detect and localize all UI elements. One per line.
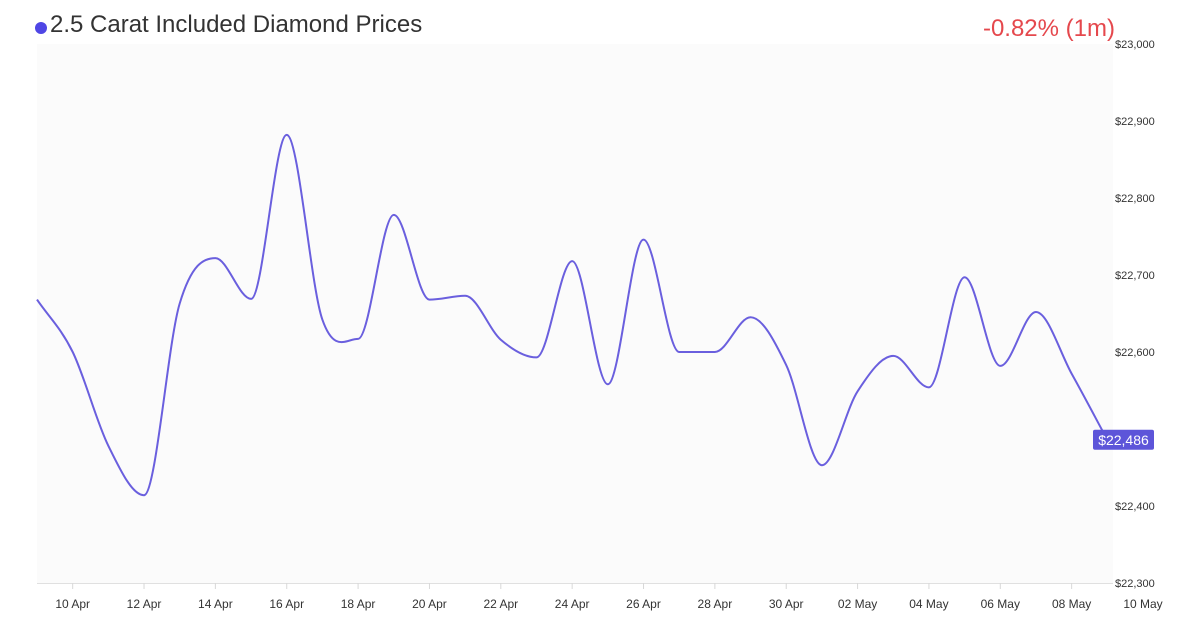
x-tick-label: 14 Apr xyxy=(198,597,233,611)
plot-area xyxy=(37,44,1113,583)
x-tick-label: 08 May xyxy=(1052,597,1091,611)
series-line-diamond-price xyxy=(36,133,1109,497)
y-tick-label: $22,300 xyxy=(1115,578,1155,590)
y-tick-label: $22,800 xyxy=(1115,193,1155,205)
y-tick-label: $23,000 xyxy=(1115,39,1155,51)
x-tick-label: 26 Apr xyxy=(626,597,661,611)
x-tick-label: 12 Apr xyxy=(127,597,162,611)
x-tick-label: 22 Apr xyxy=(483,597,518,611)
last-value-tag: $22,486 xyxy=(1093,429,1154,450)
x-tick-label: 24 Apr xyxy=(555,597,590,611)
x-tick-label: 20 Apr xyxy=(412,597,447,611)
x-tick-label: 28 Apr xyxy=(698,597,733,611)
x-tick-label: 16 Apr xyxy=(269,597,304,611)
x-tick-label: 04 May xyxy=(909,597,948,611)
price-change: -0.82% (1m) xyxy=(982,15,1115,42)
legend-dot xyxy=(35,22,47,34)
x-tick-label: 10 May xyxy=(1123,597,1162,611)
y-tick-label: $22,900 xyxy=(1115,116,1155,128)
x-axis: 10 Apr 12 Apr 14 Apr 16 Apr 18 Apr 20 Apr 22 A… xyxy=(55,583,1163,611)
x-tick-label: 30 Apr xyxy=(769,597,804,611)
x-tick-label: 10 Apr xyxy=(55,597,90,611)
x-tick-label: 06 May xyxy=(981,597,1020,611)
chart-title: 2.5 Carat Included Diamond Prices xyxy=(50,11,423,38)
y-tick-label: $22,600 xyxy=(1115,347,1155,359)
x-tick-label: 18 Apr xyxy=(341,597,376,611)
x-tick-label: 02 May xyxy=(838,597,877,611)
y-tick-label: $22,400 xyxy=(1115,501,1155,513)
last-value-tag-label: $22,486 xyxy=(1098,432,1149,448)
y-tick-label: $22,700 xyxy=(1115,270,1155,282)
chart-header: 2.5 Carat Included Diamond Prices -0.82%… xyxy=(0,0,1200,44)
y-axis: $23,000 $22,900 $22,800 $22,700 $22,600 $22,4… xyxy=(1115,39,1155,590)
last-value-tag-box xyxy=(1093,429,1154,450)
